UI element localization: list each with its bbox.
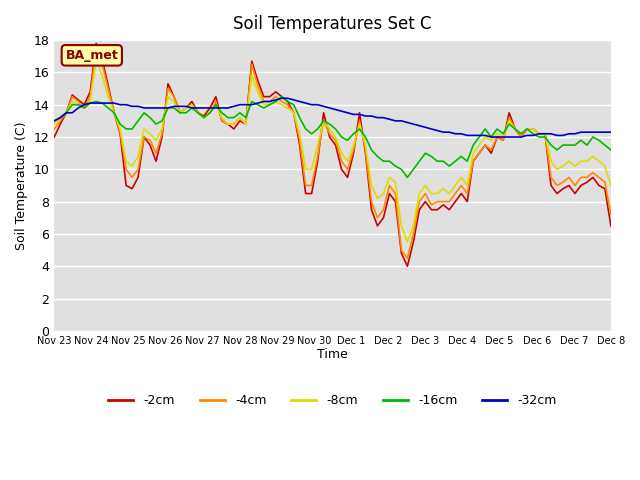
Y-axis label: Soil Temperature (C): Soil Temperature (C)	[15, 121, 28, 250]
Text: BA_met: BA_met	[65, 49, 118, 62]
Title: Soil Temperatures Set C: Soil Temperatures Set C	[234, 15, 432, 33]
X-axis label: Time: Time	[317, 348, 348, 361]
Legend: -2cm, -4cm, -8cm, -16cm, -32cm: -2cm, -4cm, -8cm, -16cm, -32cm	[104, 389, 562, 412]
